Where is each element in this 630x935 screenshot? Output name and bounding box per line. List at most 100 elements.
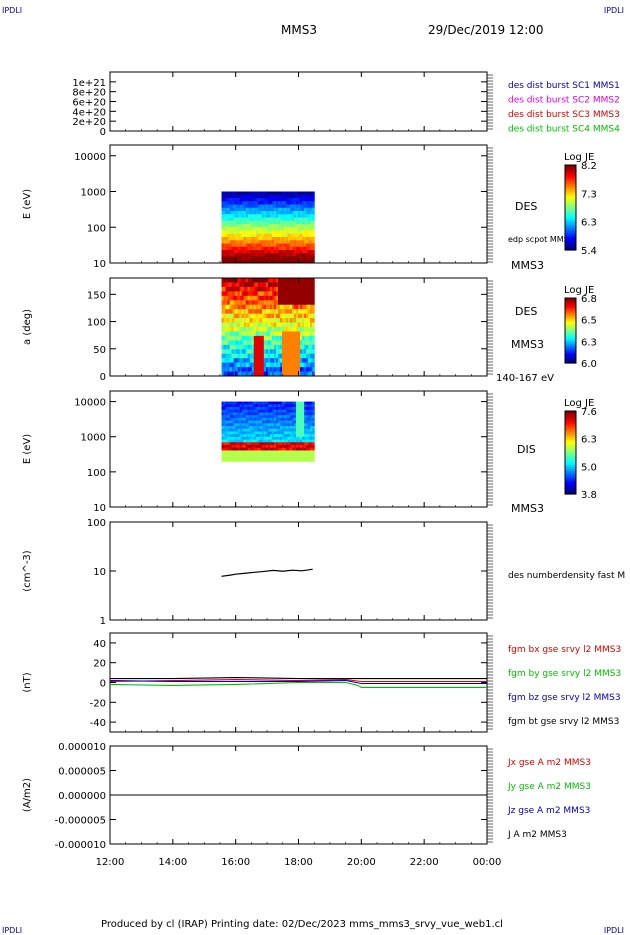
heatmap-cell — [231, 453, 235, 457]
heatmap-cell — [241, 313, 245, 319]
heatmap-cell — [304, 286, 307, 292]
heatmap-cell — [283, 217, 287, 222]
heatmap-cell — [239, 253, 243, 258]
heatmap-cell — [304, 340, 307, 346]
heatmap-cell — [251, 300, 255, 306]
heatmap-cell — [298, 349, 301, 355]
colorbar-cell — [565, 483, 576, 487]
heatmap-cell — [306, 259, 309, 264]
heatmap-cell — [241, 304, 245, 310]
heatmap-cell — [302, 417, 305, 422]
heatmap-cell — [279, 353, 283, 359]
heatmap-cell — [275, 458, 279, 462]
heatmap-cell — [237, 291, 241, 297]
heatmap-cell — [308, 412, 311, 416]
heatmap-cell — [253, 286, 257, 292]
heatmap-cell — [275, 259, 279, 264]
heatmap-cell — [279, 423, 283, 427]
heatmap-cell — [255, 439, 259, 443]
heatmap-cell — [237, 286, 241, 292]
heatmap-cell — [304, 407, 307, 411]
heatmap-cell — [306, 286, 309, 292]
heatmap-cell — [292, 367, 295, 373]
heatmap-cell — [308, 240, 311, 245]
heatmap-cell — [223, 409, 227, 413]
heatmap-cell — [227, 217, 231, 222]
heatmap-cell — [243, 407, 247, 411]
heatmap-cell — [308, 407, 311, 411]
heatmap-cell — [253, 349, 257, 355]
heatmap-cell — [247, 353, 251, 359]
heatmap-cell — [283, 426, 287, 430]
heatmap-cell — [257, 282, 261, 288]
heatmap-cell — [296, 282, 299, 288]
heatmap-cell — [237, 455, 241, 460]
heatmap-cell — [267, 436, 271, 441]
heatmap-cell — [308, 358, 311, 364]
heatmap-cell — [251, 335, 255, 341]
heatmap-cell — [263, 204, 267, 209]
heatmap-cell — [294, 256, 297, 261]
colorbar-cell — [565, 171, 576, 175]
heatmap-cell — [310, 227, 313, 232]
heatmap-cell — [302, 207, 305, 212]
heatmap-cell — [227, 259, 231, 264]
heatmap-cell — [251, 431, 255, 435]
heatmap-cell — [273, 417, 277, 422]
heatmap-cell — [237, 191, 241, 196]
heatmap-cell — [310, 367, 313, 373]
heatmap-cell — [247, 309, 251, 315]
heatmap-cell — [261, 291, 265, 297]
colorbar-cell — [565, 351, 576, 354]
colorbar-cell — [565, 235, 576, 238]
heatmap-cell — [312, 439, 315, 443]
heatmap-cell — [281, 201, 285, 206]
colorbar-cell — [565, 473, 576, 476]
heatmap-cell — [275, 207, 279, 212]
heatmap-cell — [233, 450, 237, 454]
colorbar-cell — [565, 437, 576, 441]
heatmap-cell — [227, 455, 231, 460]
heatmap-cell — [271, 295, 275, 301]
heatmap-cell — [257, 415, 261, 419]
heatmap-cell — [221, 442, 225, 446]
heatmap-cell — [312, 278, 315, 283]
heatmap-cell — [292, 217, 295, 222]
heatmap-cell — [233, 344, 237, 350]
heatmap-cell — [286, 444, 289, 449]
heatmap-cell — [231, 253, 235, 258]
heatmap-cell — [223, 340, 227, 346]
heatmap-cell — [298, 217, 301, 222]
colorbar-cell — [565, 489, 576, 493]
heatmap-cell — [292, 327, 295, 332]
heatmap-cell — [275, 291, 279, 297]
heatmap-cell — [283, 344, 287, 350]
heatmap-cell — [229, 371, 233, 377]
heatmap-cell — [304, 304, 307, 310]
heatmap-cell — [265, 214, 269, 219]
heatmap-cell — [292, 291, 295, 297]
heatmap-cell — [296, 217, 299, 222]
heatmap-cell — [267, 214, 271, 219]
heatmap-cell — [239, 227, 243, 232]
heatmap-cell — [251, 455, 255, 460]
heatmap-cell — [243, 282, 247, 288]
heatmap-cell — [290, 318, 293, 324]
heatmap-cell — [267, 295, 271, 301]
colorbar-cell — [565, 182, 576, 185]
heatmap-cell — [300, 431, 303, 435]
heatmap-cell — [312, 237, 315, 241]
heatmap-cell — [227, 447, 231, 451]
heatmap-cell — [304, 322, 307, 328]
heatmap-cell — [312, 250, 315, 254]
heatmap-cell — [243, 431, 247, 435]
heatmap-cell — [241, 344, 245, 350]
colorbar-cell — [565, 413, 576, 416]
heatmap-cell — [283, 412, 287, 416]
heatmap-cell — [255, 304, 259, 310]
heatmap-cell — [290, 439, 293, 443]
heatmap-cell — [247, 227, 251, 232]
heatmap-cell — [265, 450, 269, 454]
heatmap-cell — [263, 450, 267, 454]
heatmap-cell — [310, 237, 313, 241]
